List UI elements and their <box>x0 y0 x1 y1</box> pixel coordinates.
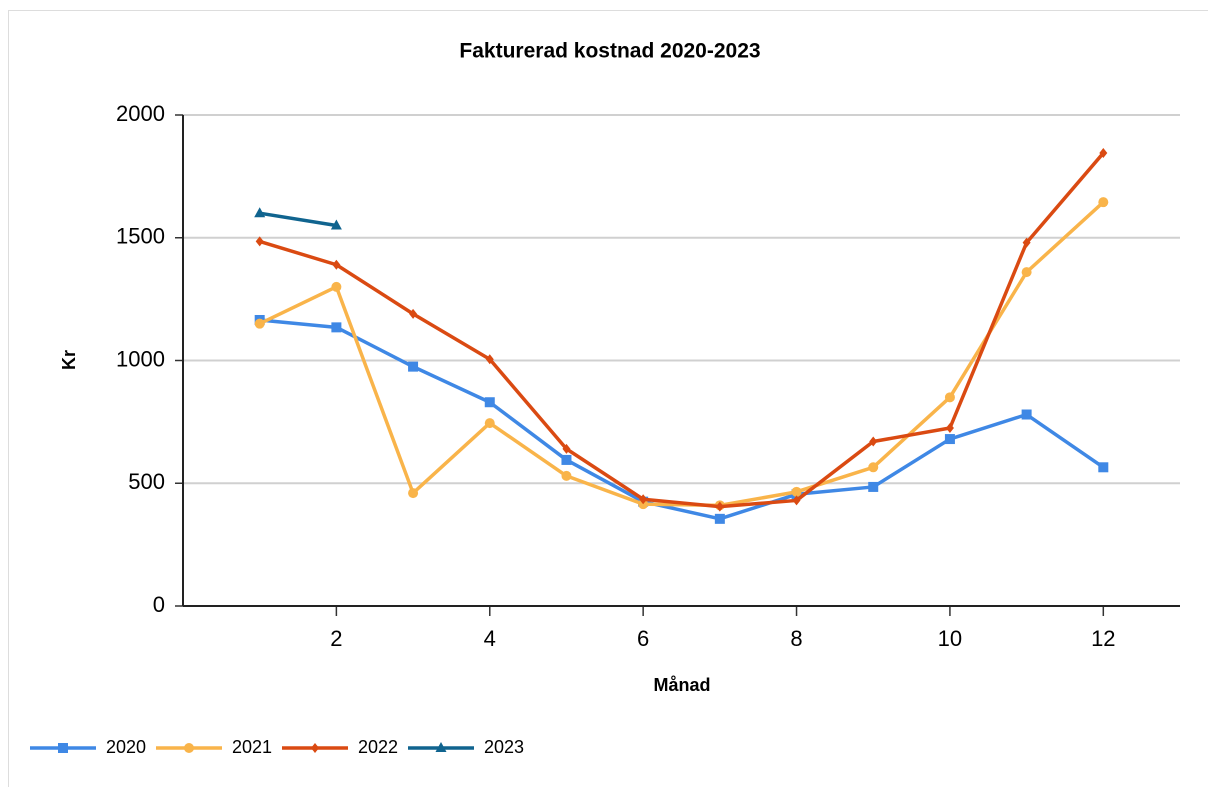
marker <box>714 513 725 524</box>
legend-label: 2022 <box>358 737 398 757</box>
marker <box>791 486 802 497</box>
series-line <box>259 211 337 228</box>
marker <box>408 488 419 499</box>
marker <box>1022 237 1031 248</box>
legend-label: 2020 <box>106 737 146 757</box>
marker <box>330 219 342 230</box>
marker <box>331 322 342 333</box>
x-axis-label: Månad <box>653 675 710 695</box>
marker <box>484 397 495 408</box>
legend-marker <box>435 742 447 752</box>
marker <box>254 318 265 329</box>
x-tick-label: 10 <box>938 626 962 651</box>
x-tick-label: 4 <box>484 626 496 651</box>
marker <box>331 281 342 292</box>
y-tick-label: 500 <box>128 469 165 494</box>
marker <box>254 207 266 218</box>
marker <box>944 434 955 445</box>
marker <box>868 462 879 473</box>
y-tick-label: 1500 <box>116 224 165 249</box>
marker <box>639 494 648 505</box>
marker <box>1099 148 1108 159</box>
y-axis-label: Kr <box>59 350 79 370</box>
series-line <box>259 318 1105 521</box>
marker <box>561 470 572 481</box>
marker <box>1098 462 1109 473</box>
marker <box>1021 267 1032 278</box>
marker <box>715 501 724 512</box>
marker <box>255 236 264 247</box>
marker <box>409 308 418 319</box>
frame <box>8 10 1208 787</box>
legend-marker <box>311 743 319 753</box>
marker <box>945 423 954 434</box>
marker <box>484 418 495 429</box>
marker <box>332 259 341 270</box>
marker <box>868 481 879 492</box>
marker <box>944 392 955 403</box>
series-line <box>258 200 1105 508</box>
x-tick-label: 6 <box>637 626 649 651</box>
marker <box>485 354 494 365</box>
legend-label: 2021 <box>232 737 272 757</box>
chart-title: Fakturerad kostnad 2020-2023 <box>459 40 760 63</box>
x-tick-label: 12 <box>1091 626 1115 651</box>
legend-marker <box>58 743 68 753</box>
legend-marker <box>184 743 194 753</box>
series-line <box>259 151 1105 509</box>
marker <box>1098 197 1109 208</box>
x-tick-label: 8 <box>790 626 802 651</box>
marker <box>562 443 571 454</box>
x-tick-label: 2 <box>330 626 342 651</box>
marker <box>792 495 801 506</box>
marker <box>1021 409 1032 420</box>
y-tick-label: 0 <box>153 592 165 617</box>
legend-label: 2023 <box>484 737 524 757</box>
y-tick-label: 1000 <box>116 346 165 371</box>
marker <box>561 454 572 465</box>
marker <box>408 361 419 372</box>
y-tick-label: 2000 <box>116 101 165 126</box>
marker <box>869 436 878 447</box>
